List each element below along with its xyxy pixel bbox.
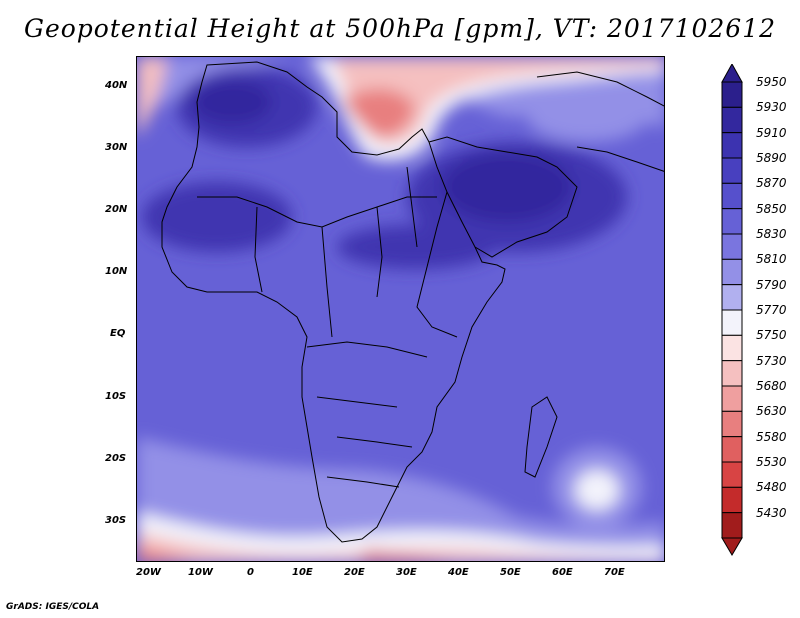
- credit-text: GrADS: IGES/COLA: [6, 602, 100, 612]
- lat-label: 10N: [105, 266, 128, 277]
- colorbar-swatch: [721, 436, 743, 463]
- height-field: [137, 57, 664, 561]
- colorbar-swatch: [721, 410, 743, 438]
- lon-label: 20W: [136, 567, 161, 578]
- lat-label: 20N: [105, 204, 128, 215]
- lon-label: 0: [247, 567, 254, 578]
- map-panel: [136, 56, 665, 562]
- colorbar-swatch: [721, 132, 743, 159]
- lon-label: 70E: [604, 567, 625, 578]
- lat-label: EQ: [110, 328, 126, 339]
- colorbar-top-arrow: [721, 62, 743, 83]
- lon-label: 30E: [396, 567, 417, 578]
- colorbar-swatch: [721, 284, 743, 311]
- lat-label: 40N: [105, 80, 128, 91]
- colorbar-level-label: 5870: [756, 176, 787, 191]
- colorbar-level-label: 5580: [756, 429, 787, 444]
- colorbar-level-label: 5850: [756, 201, 787, 216]
- colorbar-swatch: [721, 233, 743, 260]
- colorbar-level-label: 5680: [756, 379, 787, 393]
- colorbar-swatch: [721, 208, 743, 235]
- colorbar-swatch: [721, 512, 743, 539]
- lon-label: 20E: [344, 567, 365, 578]
- colorbar-level-label: 5730: [756, 353, 787, 368]
- lat-label: 20S: [105, 453, 127, 464]
- colorbar-swatch: [721, 309, 743, 336]
- colorbar-bottom-arrow: [721, 537, 743, 556]
- colorbar-swatch: [721, 385, 743, 412]
- colorbar-swatch: [721, 486, 743, 514]
- colorbar-level-label: 5890: [756, 151, 787, 165]
- lat-label: 30N: [105, 142, 128, 153]
- colorbar-level-label: 5810: [756, 252, 787, 267]
- lon-label: 60E: [552, 567, 573, 578]
- colorbar-level-label: 5750: [756, 328, 787, 343]
- colorbar-level-label: 5830: [756, 227, 787, 241]
- colorbar-swatch: [721, 258, 743, 286]
- colorbar-swatch: [721, 182, 743, 210]
- lon-label: 40E: [448, 567, 469, 578]
- lon-label: 10W: [188, 567, 213, 578]
- lat-label: 10S: [105, 391, 127, 402]
- lon-label: 50E: [500, 567, 521, 578]
- colorbar-level-label: 5530: [756, 455, 787, 469]
- colorbar-swatch: [721, 334, 743, 362]
- colorbar-swatch: [721, 106, 743, 134]
- colorbar-level-label: 5930: [756, 100, 787, 115]
- lat-label: 30S: [105, 515, 127, 526]
- colorbar-swatch: [721, 360, 743, 387]
- lon-label: 10E: [292, 567, 313, 578]
- geopotential-map: [137, 57, 664, 561]
- colorbar-swatch: [721, 81, 743, 108]
- colorbar: [721, 62, 743, 560]
- colorbar-level-label: 5790: [756, 277, 787, 292]
- coastlines: [161, 61, 664, 543]
- colorbar-swatches: [721, 62, 743, 556]
- colorbar-swatch: [721, 157, 743, 184]
- colorbar-level-label: 5950: [756, 75, 787, 89]
- colorbar-swatch: [721, 461, 743, 488]
- colorbar-level-label: 5430: [756, 505, 787, 520]
- colorbar-level-label: 5910: [756, 125, 787, 140]
- colorbar-level-label: 5630: [756, 404, 787, 419]
- chart-title: Geopotential Height at 500hPa [gpm], VT:…: [23, 14, 777, 43]
- colorbar-level-label: 5480: [756, 480, 787, 495]
- colorbar-level-label: 5770: [756, 303, 787, 317]
